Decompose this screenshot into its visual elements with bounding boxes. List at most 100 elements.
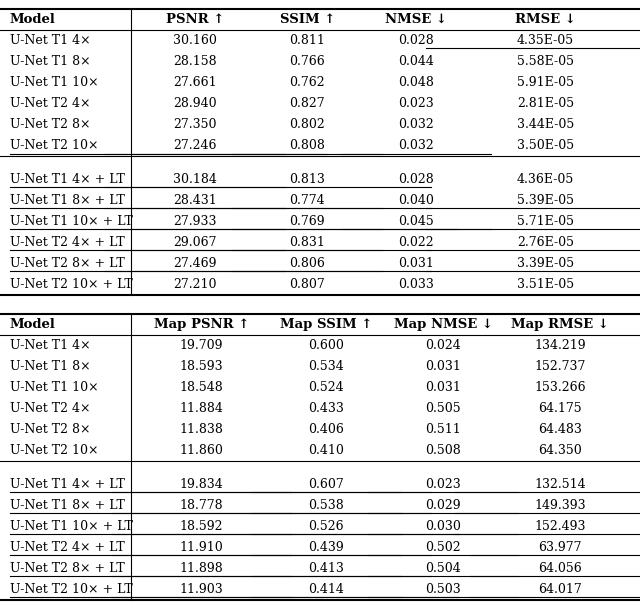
- Text: 27.469: 27.469: [173, 257, 217, 270]
- Text: 0.766: 0.766: [289, 55, 325, 68]
- Text: U-Net T1 4× + LT: U-Net T1 4× + LT: [10, 173, 124, 186]
- Text: 28.158: 28.158: [173, 55, 217, 68]
- Text: PSNR ↑: PSNR ↑: [166, 13, 225, 26]
- Text: 11.898: 11.898: [180, 561, 223, 575]
- Text: 28.940: 28.940: [173, 97, 217, 110]
- Text: 0.808: 0.808: [289, 139, 325, 152]
- Text: U-Net T2 4×: U-Net T2 4×: [10, 97, 90, 110]
- Text: 0.414: 0.414: [308, 583, 344, 596]
- Text: 0.413: 0.413: [308, 561, 344, 575]
- Text: U-Net T1 10×: U-Net T1 10×: [10, 381, 98, 394]
- Text: 0.774: 0.774: [289, 194, 325, 207]
- Text: U-Net T1 10×: U-Net T1 10×: [10, 76, 98, 90]
- Text: 11.884: 11.884: [180, 402, 223, 415]
- Text: Map PSNR ↑: Map PSNR ↑: [154, 318, 250, 331]
- Text: 0.032: 0.032: [398, 118, 434, 132]
- Text: 0.505: 0.505: [426, 402, 461, 415]
- Text: U-Net T2 4× + LT: U-Net T2 4× + LT: [10, 541, 124, 554]
- Text: 11.903: 11.903: [180, 583, 223, 596]
- Text: 0.032: 0.032: [398, 139, 434, 152]
- Text: RMSE ↓: RMSE ↓: [515, 13, 576, 26]
- Text: 152.493: 152.493: [534, 519, 586, 533]
- Text: 64.017: 64.017: [538, 583, 582, 596]
- Text: 0.024: 0.024: [426, 339, 461, 352]
- Text: 63.977: 63.977: [538, 541, 582, 554]
- Text: 3.51E-05: 3.51E-05: [517, 278, 574, 291]
- Text: U-Net T1 8×: U-Net T1 8×: [10, 55, 90, 68]
- Text: 0.806: 0.806: [289, 257, 325, 270]
- Text: U-Net T2 8× + LT: U-Net T2 8× + LT: [10, 257, 124, 270]
- Text: 152.737: 152.737: [534, 360, 586, 373]
- Text: 0.439: 0.439: [308, 541, 344, 554]
- Text: 3.50E-05: 3.50E-05: [517, 139, 574, 152]
- Text: NMSE ↓: NMSE ↓: [385, 13, 447, 26]
- Text: U-Net T1 10× + LT: U-Net T1 10× + LT: [10, 215, 132, 228]
- Text: 2.81E-05: 2.81E-05: [517, 97, 574, 110]
- Text: 0.048: 0.048: [398, 76, 434, 90]
- Text: 18.548: 18.548: [180, 381, 223, 394]
- Text: 0.023: 0.023: [398, 97, 434, 110]
- Text: 0.502: 0.502: [426, 541, 461, 554]
- Text: 27.210: 27.210: [173, 278, 217, 291]
- Text: 0.033: 0.033: [398, 278, 434, 291]
- Text: 0.044: 0.044: [398, 55, 434, 68]
- Text: 3.39E-05: 3.39E-05: [517, 257, 574, 270]
- Text: 27.246: 27.246: [173, 139, 217, 152]
- Text: 0.504: 0.504: [426, 561, 461, 575]
- Text: 0.433: 0.433: [308, 402, 344, 415]
- Text: 64.056: 64.056: [538, 561, 582, 575]
- Text: 11.838: 11.838: [180, 423, 223, 436]
- Text: Map NMSE ↓: Map NMSE ↓: [394, 318, 493, 331]
- Text: Map SSIM ↑: Map SSIM ↑: [280, 318, 372, 331]
- Text: 0.762: 0.762: [289, 76, 325, 90]
- Text: 0.511: 0.511: [426, 423, 461, 436]
- Text: 27.933: 27.933: [173, 215, 217, 228]
- Text: U-Net T2 10× + LT: U-Net T2 10× + LT: [10, 583, 132, 596]
- Text: 0.023: 0.023: [426, 477, 461, 491]
- Text: 5.71E-05: 5.71E-05: [517, 215, 574, 228]
- Text: 0.030: 0.030: [425, 519, 461, 533]
- Text: U-Net T2 8× + LT: U-Net T2 8× + LT: [10, 561, 124, 575]
- Text: 19.709: 19.709: [180, 339, 223, 352]
- Text: SSIM ↑: SSIM ↑: [280, 13, 335, 26]
- Text: 0.031: 0.031: [425, 360, 461, 373]
- Text: 153.266: 153.266: [534, 381, 586, 394]
- Text: 29.067: 29.067: [173, 236, 217, 249]
- Text: U-Net T2 10× + LT: U-Net T2 10× + LT: [10, 278, 132, 291]
- Text: 64.350: 64.350: [538, 444, 582, 457]
- Text: 0.045: 0.045: [398, 215, 434, 228]
- Text: 0.807: 0.807: [289, 278, 325, 291]
- Text: Model: Model: [10, 13, 56, 26]
- Text: Map RMSE ↓: Map RMSE ↓: [511, 318, 609, 331]
- Text: 64.483: 64.483: [538, 423, 582, 436]
- Text: U-Net T2 10×: U-Net T2 10×: [10, 139, 98, 152]
- Text: 0.524: 0.524: [308, 381, 344, 394]
- Text: 0.031: 0.031: [398, 257, 434, 270]
- Text: 18.778: 18.778: [180, 499, 223, 512]
- Text: 5.91E-05: 5.91E-05: [517, 76, 574, 90]
- Text: 0.769: 0.769: [289, 215, 325, 228]
- Text: 28.431: 28.431: [173, 194, 217, 207]
- Text: 134.219: 134.219: [534, 339, 586, 352]
- Text: 18.593: 18.593: [180, 360, 223, 373]
- Text: 0.031: 0.031: [425, 381, 461, 394]
- Text: U-Net T2 4×: U-Net T2 4×: [10, 402, 90, 415]
- Text: 132.514: 132.514: [534, 477, 586, 491]
- Text: U-Net T2 8×: U-Net T2 8×: [10, 423, 90, 436]
- Text: 30.184: 30.184: [173, 173, 217, 186]
- Text: 0.410: 0.410: [308, 444, 344, 457]
- Text: 0.607: 0.607: [308, 477, 344, 491]
- Text: U-Net T1 8×: U-Net T1 8×: [10, 360, 90, 373]
- Text: 4.36E-05: 4.36E-05: [517, 173, 574, 186]
- Text: 0.534: 0.534: [308, 360, 344, 373]
- Text: 0.508: 0.508: [426, 444, 461, 457]
- Text: 5.39E-05: 5.39E-05: [517, 194, 574, 207]
- Text: 11.860: 11.860: [180, 444, 223, 457]
- Text: U-Net T1 4× + LT: U-Net T1 4× + LT: [10, 477, 124, 491]
- Text: 0.813: 0.813: [289, 173, 325, 186]
- Text: U-Net T1 10× + LT: U-Net T1 10× + LT: [10, 519, 132, 533]
- Text: 0.538: 0.538: [308, 499, 344, 512]
- Text: 0.029: 0.029: [426, 499, 461, 512]
- Text: 0.022: 0.022: [398, 236, 434, 249]
- Text: U-Net T1 4×: U-Net T1 4×: [10, 34, 90, 48]
